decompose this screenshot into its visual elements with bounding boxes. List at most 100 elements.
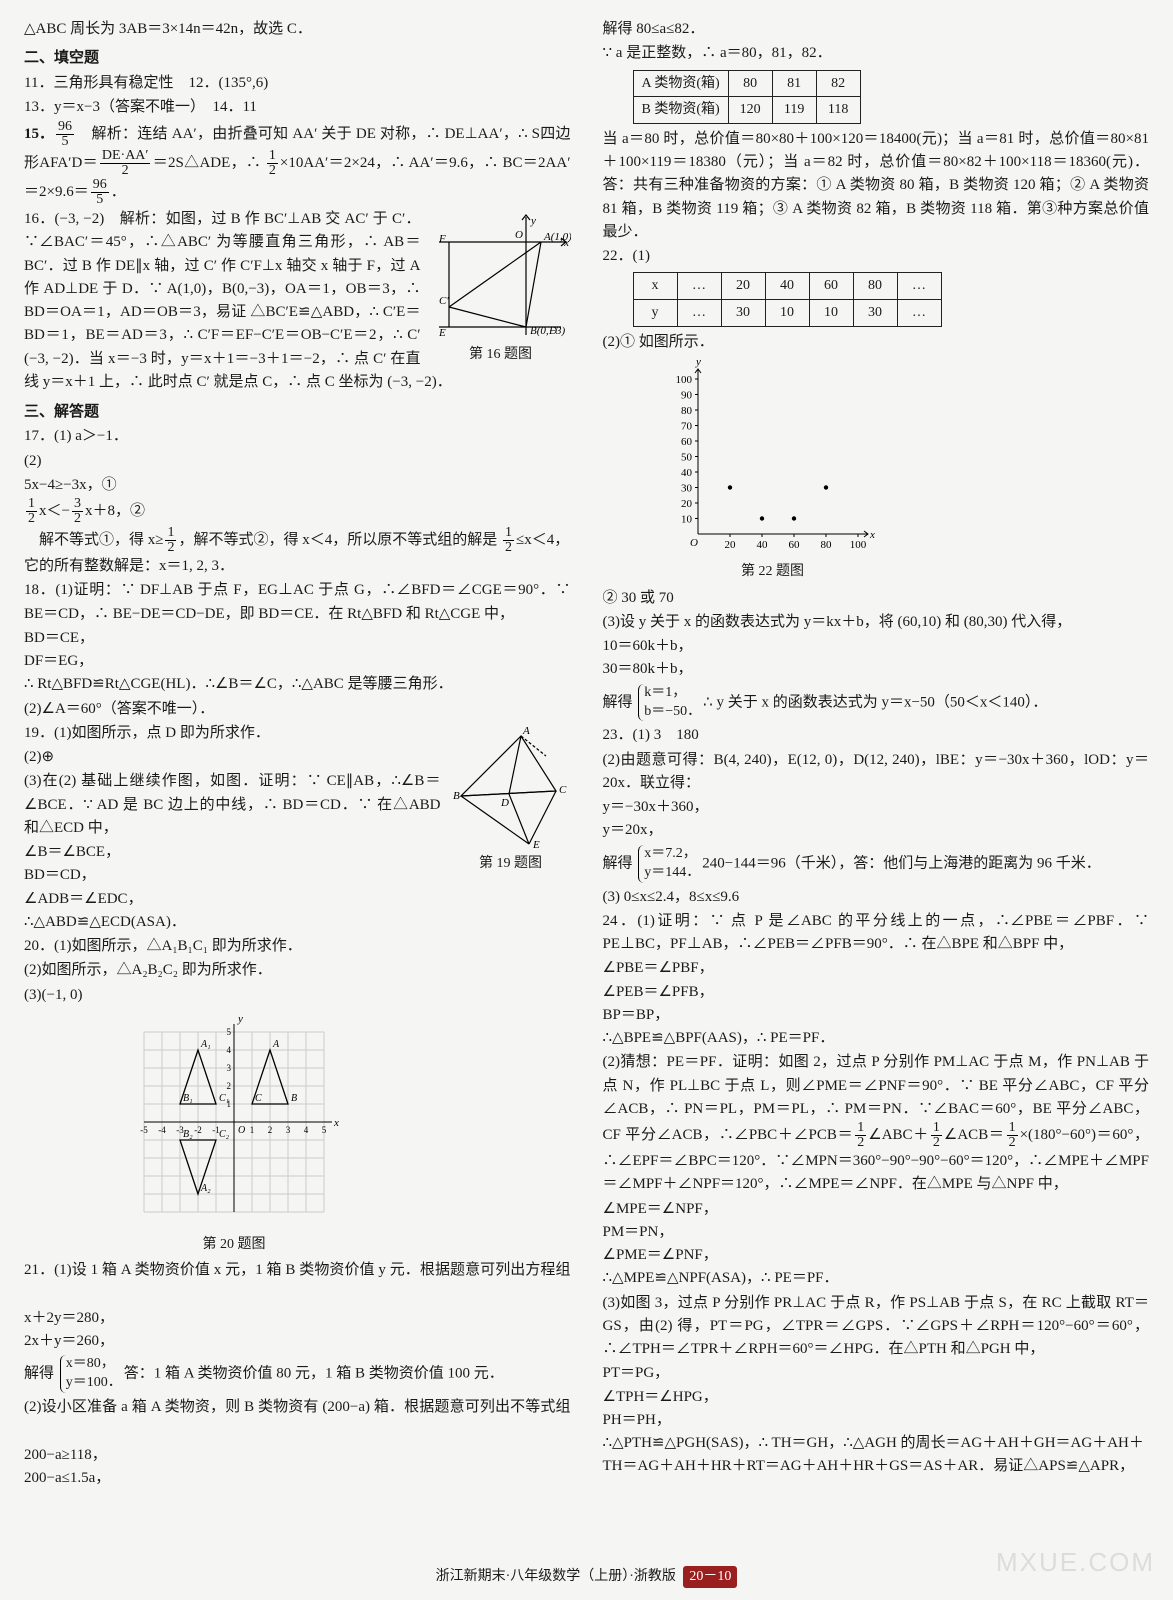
q23-2-end: 240−144＝96（千米），答：他们与上海港的距离为 96 千米． (702, 855, 1100, 871)
q24-3-text: (3)如图 3，过点 P 分别作 PR⊥AC 于点 R，作 PS⊥AB 于点 S… (603, 1295, 1150, 1358)
frac-d: 5 (91, 193, 109, 207)
svg-text:A(1,0): A(1,0) (543, 231, 571, 243)
frac-d: 5 (56, 135, 74, 149)
q19-3-text: (3)在(2) 基础上继续作图，如图．证明：∵ CE∥AB，∴∠B＝∠BCE．∵… (24, 773, 441, 836)
q21-1-end: 答：1 箱 A 类物资价值 80 元，1 箱 B 类物资价值 100 元． (124, 1366, 504, 1382)
svg-text:1: 1 (250, 1125, 255, 1135)
q21-2-text: (2)设小区准备 a 箱 A 类物资，则 B 类物资有 (200−a) 箱．根据… (24, 1399, 571, 1415)
svg-text:C₂: C₂ (219, 1129, 230, 1140)
svg-text:y: y (695, 359, 701, 368)
q21-table: A 类物资(箱)808182B 类物资(箱)120119118 (633, 70, 861, 124)
svg-text:100: 100 (675, 374, 692, 386)
svg-text:50: 50 (681, 452, 693, 464)
q15-text4: ． (111, 184, 126, 200)
q21-2b: ∵ a 是正整数，∴ a＝80，81，82． (603, 42, 1150, 65)
q17-mid2: ，解不等式②，得 x＜4，所以原不等式组的解是 (178, 532, 501, 548)
svg-text:80: 80 (681, 405, 693, 417)
svg-text:C: C (255, 1093, 262, 1104)
fig19-cap: 第 19 题图 (451, 853, 571, 875)
svg-text:90: 90 (681, 390, 693, 402)
fig19: A B C D E 第 19 题图 (451, 726, 571, 875)
q23-mid: 解得 (603, 855, 633, 871)
q13: 13．y＝x−3（答案不唯一） 14．11 (24, 96, 571, 119)
svg-text:100: 100 (849, 539, 866, 551)
q23-2: (2)由题意可得：B(4, 240)，E(12, 0)，D(12, 240)，l… (603, 749, 1150, 796)
svg-text:E: E (438, 327, 446, 339)
section-fill: 二、填空题 (24, 47, 571, 70)
q20-2: (2)如图所示，△A₂B₂C₂ 即为所求作． (24, 959, 571, 982)
brace-line: 5x−4≥−3x，① (24, 474, 571, 497)
svg-text:x: x (333, 1117, 339, 1129)
fig22: 20406080100102030405060708090100Oxy 第 22… (663, 359, 883, 583)
svg-text:4: 4 (304, 1125, 309, 1135)
svg-text:O: O (515, 229, 523, 241)
footer-text: 浙江新期末·八年级数学（上册）·浙教版 (436, 1569, 676, 1584)
svg-text:60: 60 (788, 539, 800, 551)
q18-text: 18．(1)证明：∵ DF⊥AB 于点 F，EG⊥AC 于点 G，∴∠BFD＝∠… (24, 582, 571, 621)
q16-block: x y A(1,0) O F C′ E D B(0,−3) 第 16 题图 16… (24, 208, 571, 395)
svg-text:30: 30 (681, 483, 693, 495)
q22-brace2: k＝1， b＝−50． (638, 684, 701, 722)
q19-block: A B C D E 第 19 题图 19．(1)如图所示，点 D 即为所求作． … (24, 722, 571, 935)
q18-2: (2)∠A＝60°（答案不唯一）． (24, 698, 571, 721)
frac-n: 1 (267, 149, 278, 164)
q19-3-end: ∴△ABD≌△ECD(ASA)． (24, 914, 186, 930)
q15: 15．965 解析：连结 AA′，由折叠可知 AA′ 关于 DE 对称，∴ DE… (24, 120, 571, 207)
svg-text:B: B (453, 790, 460, 802)
svg-text:10: 10 (681, 514, 693, 526)
svg-text:C′: C′ (439, 295, 449, 307)
svg-text:C: C (559, 784, 567, 796)
svg-text:3: 3 (286, 1125, 291, 1135)
svg-text:F: F (438, 233, 446, 245)
fig20-cap: 第 20 题图 (124, 1234, 344, 1256)
frac-d: 2 (100, 164, 151, 178)
svg-text:E: E (532, 839, 540, 851)
q15-text2: ＝2S△ADE，∴ (152, 155, 264, 171)
svg-text:3: 3 (227, 1063, 232, 1073)
svg-text:80: 80 (820, 539, 832, 551)
footer-tag: 20－10 (683, 1566, 737, 1588)
q21-2-end: 解得 80≤a≤82． (603, 21, 705, 37)
svg-text:A₂: A₂ (200, 1183, 211, 1194)
svg-text:A₁: A₁ (200, 1039, 211, 1050)
q18-1: 18．(1)证明：∵ DF⊥AB 于点 F，EG⊥AC 于点 G，∴∠BFD＝∠… (24, 579, 571, 626)
brace-line: 12x＜−32x＋8，② (24, 497, 571, 526)
frac-d: 2 (267, 164, 278, 178)
svg-text:C₁: C₁ (219, 1093, 229, 1104)
svg-text:B₁: B₁ (183, 1093, 193, 1104)
q24-3: (3)如图 3，过点 P 分别作 PR⊥AC 于点 R，作 PS⊥AB 于点 S… (603, 1292, 1150, 1362)
q24-2: (2)猜想：PE＝PF．证明：如图 2，过点 P 分别作 PM⊥AC 于点 M，… (603, 1051, 1150, 1196)
q24-1-text: 24．(1)证明：∵ 点 P 是∠ABC 的平分线上的一点，∴∠PBE＝∠PBF… (603, 913, 1150, 952)
q22-table: x…20406080…y…30101030… (633, 272, 942, 326)
svg-text:-4: -4 (158, 1125, 166, 1135)
svg-text:2: 2 (227, 1081, 232, 1091)
svg-text:B(0,−3): B(0,−3) (530, 325, 566, 337)
q17-mid: 解不等式①，得 x≥ (24, 532, 163, 548)
svg-text:B: B (291, 1093, 297, 1104)
q21-brace2: x＝80， y＝100． (60, 1355, 122, 1393)
q23-3: (3) 0≤x≤2.4，8≤x≤9.6 (603, 886, 1150, 909)
svg-text:5: 5 (322, 1125, 327, 1135)
q21-1: 21．(1)设 1 箱 A 类物资价值 x 元，1 箱 B 类物资价值 y 元．… (24, 1259, 571, 1306)
q21-3: 当 a＝80 时，总价值＝80×80＋100×120＝18400(元)；当 a＝… (603, 128, 1150, 244)
fig16-cap: 第 16 题图 (431, 344, 571, 366)
page-footer: 浙江新期末·八年级数学（上册）·浙教版 20－10 (0, 1566, 1173, 1588)
q15-num: 15． (24, 123, 54, 146)
svg-text:60: 60 (681, 436, 693, 448)
q21-2: (2)设小区准备 a 箱 A 类物资，则 B 类物资有 (200−a) 箱．根据… (24, 1396, 571, 1443)
section-solve: 三、解答题 (24, 401, 571, 424)
q23-2-text: (2)由题意可得：B(4, 240)，E(12, 0)，D(12, 240)，l… (603, 752, 1150, 791)
q22-3-text: (3)设 y 关于 x 的函数表达式为 y＝kx＋b，将 (60,10) 和 (… (603, 614, 1072, 630)
q17-1: 17．(1) a＞−1． (24, 425, 571, 448)
fig16: x y A(1,0) O F C′ E D B(0,−3) 第 16 题图 (431, 212, 571, 366)
q23-brace2: x＝7.2， y＝144． (638, 845, 700, 883)
q11: 11．三角形具有稳定性 12．(135°,6) (24, 72, 571, 95)
q20-3: (3)(−1, 0) (24, 984, 571, 1007)
svg-text:20: 20 (681, 498, 693, 510)
svg-text:A: A (272, 1039, 280, 1050)
svg-text:2: 2 (268, 1125, 273, 1135)
q24-1: 24．(1)证明：∵ 点 P 是∠ABC 的平分线上的一点，∴∠PBE＝∠PBF… (603, 910, 1150, 957)
frac-n: 96 (91, 178, 109, 193)
frac-n: 96 (56, 120, 74, 135)
q24-2-end: ∴△MPE≌△NPF(ASA)，∴ PE＝PF． (603, 1270, 839, 1286)
